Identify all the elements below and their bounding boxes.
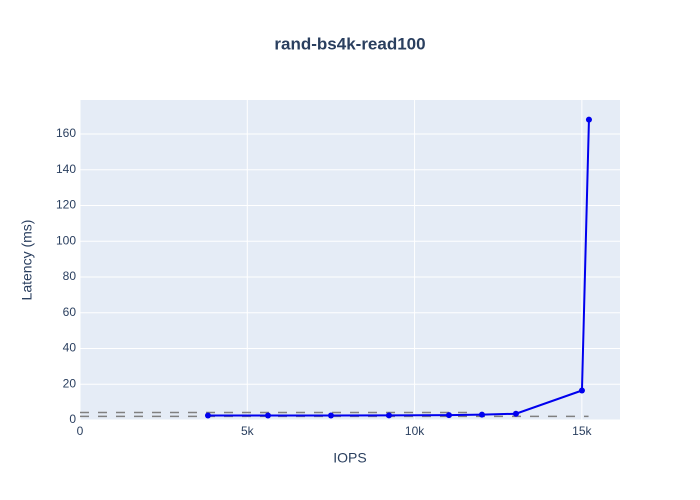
y-tick-label: 140 (56, 162, 76, 176)
y-axis-label: Latency (ms) (19, 220, 35, 301)
data-point (585, 116, 592, 123)
y-tick-label: 60 (63, 305, 77, 319)
y-tick-label: 160 (56, 126, 76, 140)
y-tick-label: 100 (56, 233, 76, 247)
x-axis-label: IOPS (333, 450, 366, 466)
y-tick-label: 80 (63, 269, 77, 283)
data-point (578, 387, 585, 394)
data-point (478, 411, 485, 418)
plot-area (80, 100, 620, 420)
data-point (512, 410, 519, 417)
data-point (327, 412, 334, 419)
chart-title: rand-bs4k-read100 (274, 34, 425, 53)
y-tick-label: 40 (63, 341, 77, 355)
x-tick-label: 0 (77, 424, 84, 438)
data-point (204, 412, 211, 419)
y-tick-label: 20 (63, 376, 77, 390)
data-point (264, 412, 271, 419)
data-point (385, 412, 392, 419)
y-tick-label: 0 (69, 412, 76, 426)
x-tick-label: 10k (405, 424, 425, 438)
x-tick-label: 15k (572, 424, 592, 438)
x-tick-label: 5k (241, 424, 255, 438)
y-tick-label: 120 (56, 198, 76, 212)
data-point (445, 412, 452, 419)
